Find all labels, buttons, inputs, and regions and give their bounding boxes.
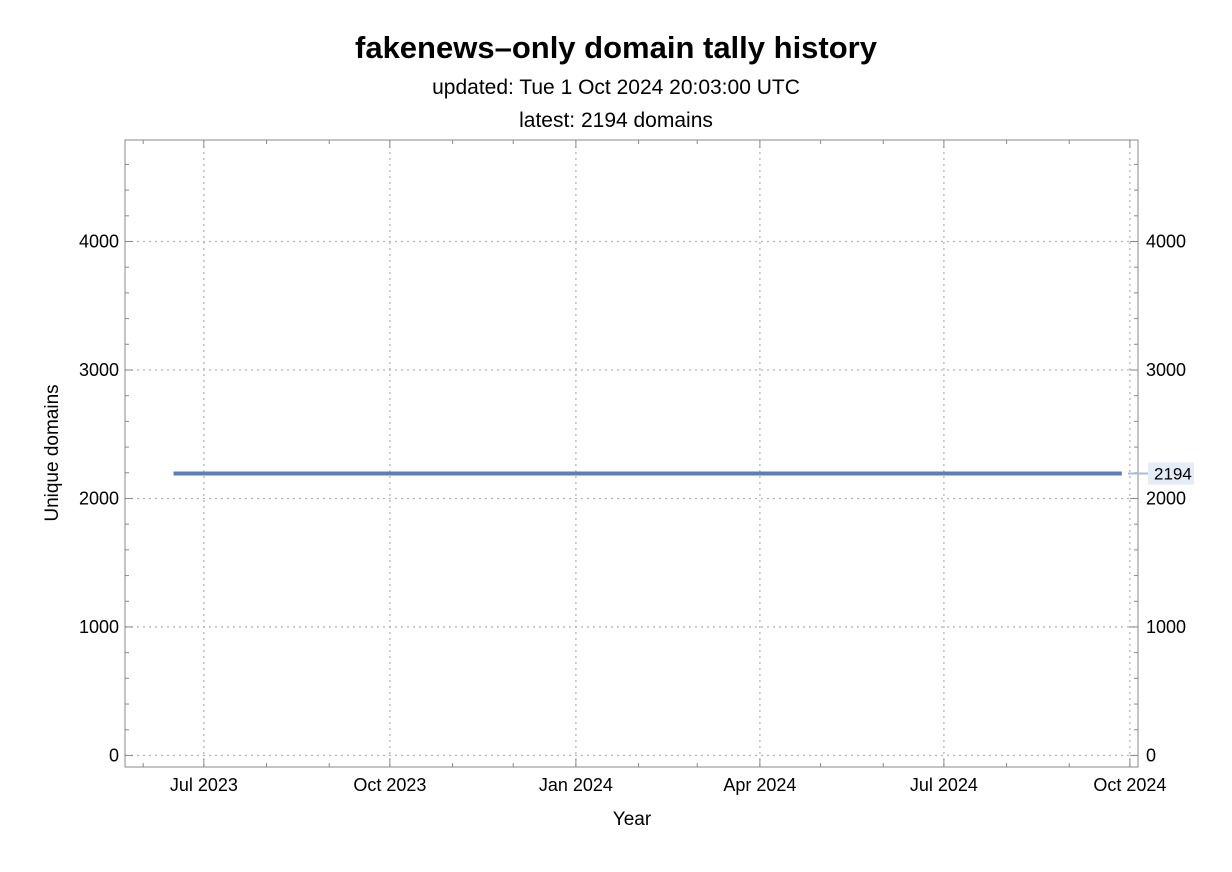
- chart-title: fakenews–only domain tally history: [355, 30, 877, 65]
- y-tick-label-right: 2000: [1146, 488, 1186, 508]
- y-tick-label-right: 3000: [1146, 360, 1186, 380]
- y-tick-label-left: 2000: [79, 488, 119, 508]
- end-value-label: 2194: [1128, 462, 1194, 485]
- x-tick-label: Jan 2024: [539, 775, 613, 795]
- x-tick-label: Oct 2023: [353, 775, 426, 795]
- chart-subtitle-latest: latest: 2194 domains: [519, 109, 713, 132]
- x-axis-label: Year: [613, 809, 652, 830]
- x-tick-label: Jul 2023: [170, 775, 238, 795]
- y-tick-label-right: 0: [1146, 745, 1156, 765]
- end-label-box: [1148, 462, 1194, 485]
- y-tick-label-right: 4000: [1146, 232, 1186, 252]
- x-tick-label: Jul 2024: [910, 775, 978, 795]
- y-tick-label-left: 1000: [79, 617, 119, 637]
- axis-ticks: [125, 140, 1138, 767]
- y-tick-label-right: 1000: [1146, 617, 1186, 637]
- x-tick-label: Oct 2024: [1093, 775, 1166, 795]
- end-label-text: 2194: [1154, 465, 1192, 484]
- grid-lines: [125, 140, 1138, 767]
- chart-subtitle-updated: updated: Tue 1 Oct 2024 20:03:00 UTC: [432, 76, 800, 99]
- y-tick-label-left: 3000: [79, 360, 119, 380]
- plot-frame: [124, 139, 1139, 768]
- plot-border: [124, 139, 1139, 768]
- y-tick-label-left: 0: [109, 745, 119, 765]
- y-tick-label-left: 4000: [79, 232, 119, 252]
- y-axis-label: Unique domains: [42, 384, 63, 521]
- x-tick-label: Apr 2024: [723, 775, 796, 795]
- y-tick-labels-right: 0 1000 2000 3000 4000: [1146, 232, 1186, 766]
- y-tick-labels-left: 0 1000 2000 3000 4000: [79, 232, 119, 766]
- x-tick-labels: Jul 2023 Oct 2023 Jan 2024 Apr 2024 Jul 2024…: [170, 775, 1167, 795]
